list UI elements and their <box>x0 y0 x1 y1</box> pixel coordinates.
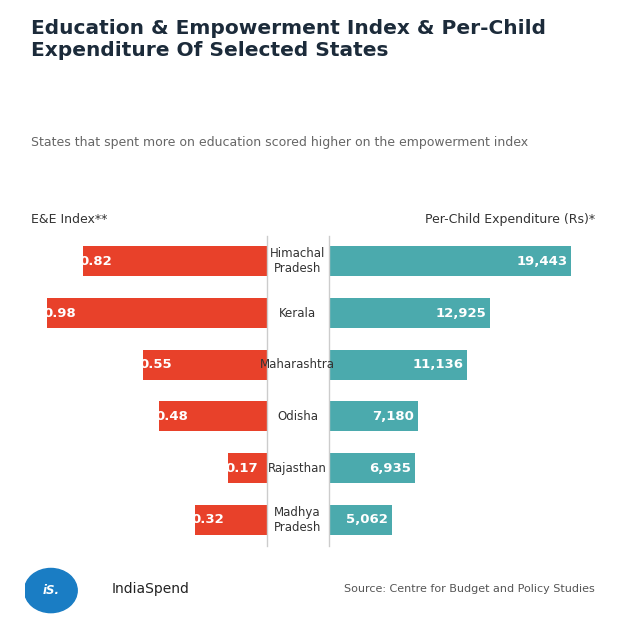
Text: 11,136: 11,136 <box>413 358 464 371</box>
Text: 0.17: 0.17 <box>225 462 258 474</box>
Bar <box>46 298 267 328</box>
Text: Source: Centre for Budget and Policy Studies: Source: Centre for Budget and Policy Stu… <box>345 584 595 594</box>
Bar <box>329 453 415 483</box>
Text: 5,062: 5,062 <box>346 513 388 526</box>
Text: 0.32: 0.32 <box>192 513 224 526</box>
Ellipse shape <box>24 569 78 613</box>
Bar <box>228 453 267 483</box>
Text: Education & Empowerment Index & Per-Child
Expenditure Of Selected States: Education & Empowerment Index & Per-Chil… <box>31 19 546 60</box>
Text: Per-Child Expenditure (Rs)*: Per-Child Expenditure (Rs)* <box>425 213 595 226</box>
Bar <box>195 505 267 534</box>
Text: States that spent more on education scored higher on the empowerment index: States that spent more on education scor… <box>31 136 528 149</box>
Bar <box>329 247 571 277</box>
Text: 12,925: 12,925 <box>435 307 486 319</box>
Text: 7,180: 7,180 <box>373 410 414 423</box>
Text: IndiaSpend: IndiaSpend <box>112 582 190 596</box>
Text: Maharashtra: Maharashtra <box>260 358 335 371</box>
Bar <box>329 505 392 534</box>
Bar <box>159 402 267 432</box>
Text: Madhya
Pradesh: Madhya Pradesh <box>274 506 321 534</box>
Text: 19,443: 19,443 <box>516 255 567 268</box>
Text: 0.82: 0.82 <box>79 255 112 268</box>
Text: E&E Index**: E&E Index** <box>31 213 107 226</box>
Text: 0.55: 0.55 <box>140 358 172 371</box>
Bar <box>329 350 467 379</box>
Bar <box>329 298 490 328</box>
Text: Himachal
Pradesh: Himachal Pradesh <box>270 247 326 275</box>
Bar <box>143 350 267 379</box>
Text: 0.48: 0.48 <box>156 410 188 423</box>
Text: iS.: iS. <box>42 584 60 597</box>
Text: Rajasthan: Rajasthan <box>268 462 327 474</box>
Bar <box>82 247 267 277</box>
Bar <box>329 402 418 432</box>
Text: 6,935: 6,935 <box>370 462 411 474</box>
Text: 0.98: 0.98 <box>43 307 76 319</box>
Text: Odisha: Odisha <box>277 410 318 423</box>
Text: Kerala: Kerala <box>279 307 316 319</box>
